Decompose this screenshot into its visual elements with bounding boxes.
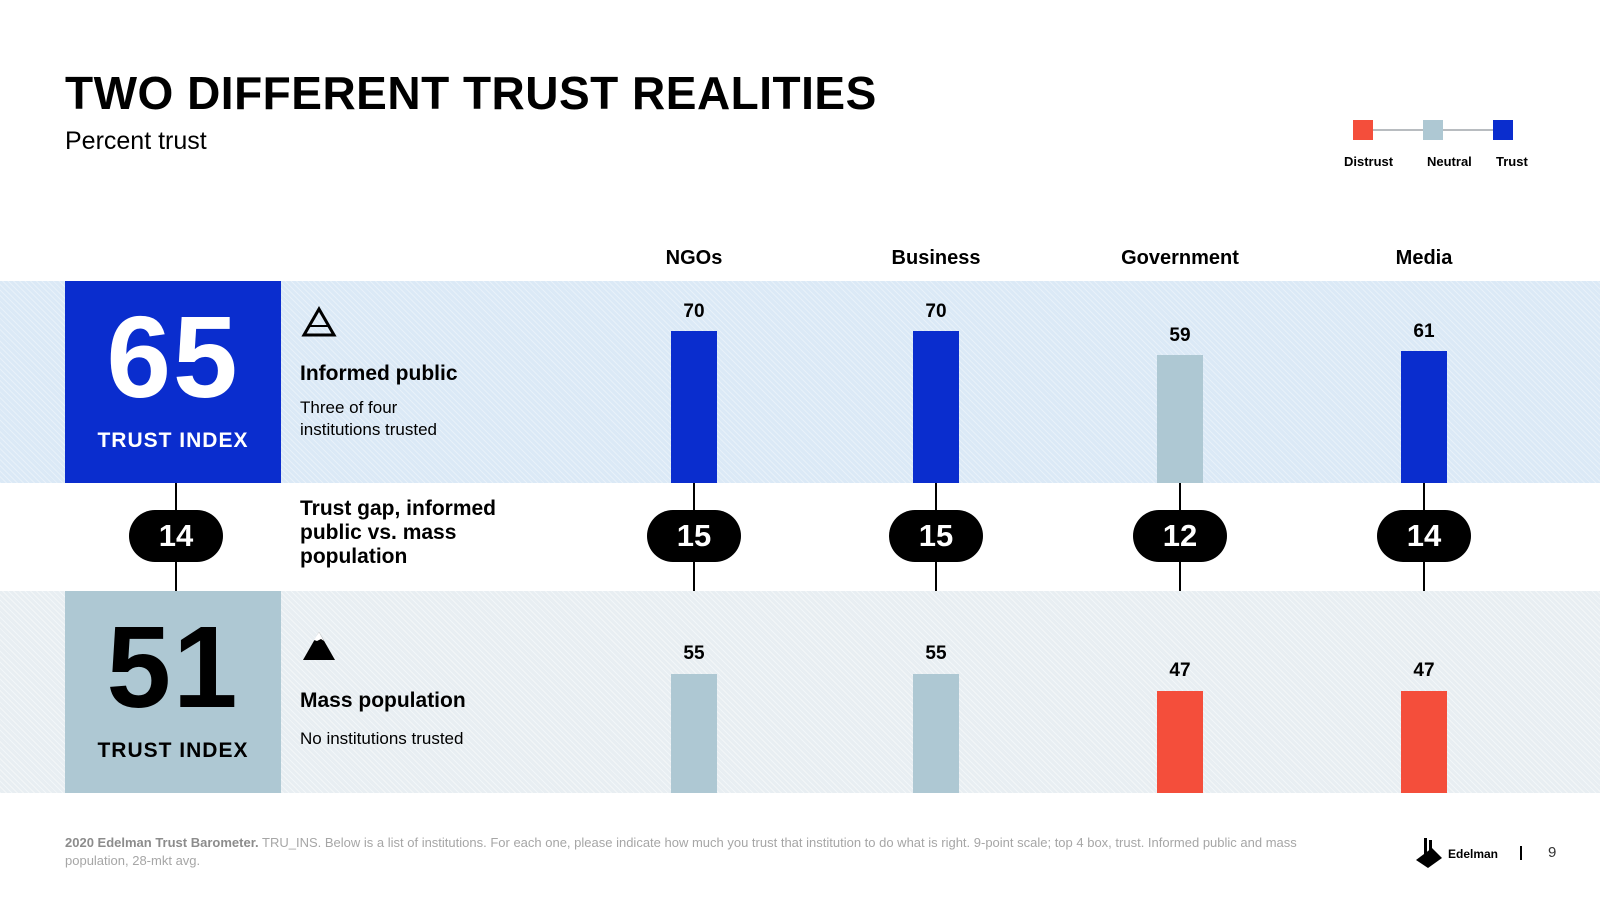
informed-trust-index-value: 65 <box>106 292 240 422</box>
column-header-ngos: NGOs <box>665 247 723 269</box>
legend-swatch-neutral <box>1423 120 1443 140</box>
legend-label-trust: Trust <box>1496 154 1528 169</box>
informed-public-title: Informed public <box>300 362 458 385</box>
footer-separator <box>1520 846 1522 860</box>
trust-gap-pill-government: 12 <box>1133 510 1227 562</box>
informed-bar-media <box>1401 350 1447 483</box>
mass-population-title: Mass population <box>300 689 466 712</box>
column-header-government: Government <box>1121 247 1239 269</box>
informed-trust-index-box: 65 TRUST INDEX <box>65 281 281 483</box>
edelman-logo-text: Edelman <box>1448 847 1499 861</box>
mass-bar-ngos <box>671 673 717 793</box>
mass-value-media: 47 <box>1413 660 1435 681</box>
trust-gap-pill-media: 14 <box>1377 510 1471 562</box>
mass-trust-index-label: TRUST INDEX <box>97 739 249 762</box>
legend: Distrust Neutral Trust <box>1344 118 1533 178</box>
mass-trust-index-value: 51 <box>106 602 240 732</box>
trust-gap-label: Trust gap, informed public vs. mass popu… <box>300 497 497 568</box>
mass-value-ngos: 55 <box>683 642 705 664</box>
informed-value-media: 61 <box>1413 320 1435 342</box>
column-header-media: Media <box>1395 247 1453 269</box>
informed-bar-ngos <box>671 331 717 483</box>
index-gap-pill: 14 <box>129 510 223 562</box>
page-title: TWO DIFFERENT TRUST REALITIES <box>65 67 877 119</box>
page-subtitle: Percent trust <box>65 127 207 155</box>
legend-swatch-distrust <box>1353 120 1373 140</box>
page-number: 9 <box>1548 844 1557 861</box>
column-header-business: Business <box>891 247 981 269</box>
informed-value-government: 59 <box>1169 324 1191 346</box>
mass-bar-government <box>1157 691 1203 793</box>
footnote: 2020 Edelman Trust Barometer. TRU_INS. B… <box>65 834 1335 870</box>
outline-triangle-icon <box>301 306 337 337</box>
footnote-source: 2020 Edelman Trust Barometer. <box>65 835 259 850</box>
legend-swatch-trust <box>1493 120 1513 140</box>
informed-bar-business <box>913 331 959 483</box>
informed-value-business: 70 <box>925 301 947 323</box>
informed-bar-government <box>1157 354 1203 483</box>
legend-label-neutral: Neutral <box>1427 154 1472 169</box>
mass-bar-business <box>913 673 959 793</box>
mass-trust-index-box: 51 TRUST INDEX <box>65 591 281 793</box>
edelman-logo-icon <box>1416 838 1442 868</box>
trust-gap-pill-business: 15 <box>889 510 983 562</box>
mass-population-description: No institutions trusted <box>300 729 464 748</box>
edelman-logo: Edelman <box>1412 836 1502 872</box>
mass-bar-media <box>1401 691 1447 793</box>
mountain-icon <box>303 632 335 660</box>
mass-value-business: 55 <box>925 642 947 664</box>
informed-trust-index-label: TRUST INDEX <box>97 429 249 452</box>
mass-value-government: 47 <box>1169 660 1191 681</box>
legend-label-distrust: Distrust <box>1344 154 1394 169</box>
informed-value-ngos: 70 <box>683 301 705 323</box>
trust-gap-pill-ngos: 15 <box>647 510 741 562</box>
informed-public-description: Three of four institutions trusted <box>300 398 438 439</box>
footnote-text: TRU_INS. Below is a list of institutions… <box>65 835 1297 868</box>
